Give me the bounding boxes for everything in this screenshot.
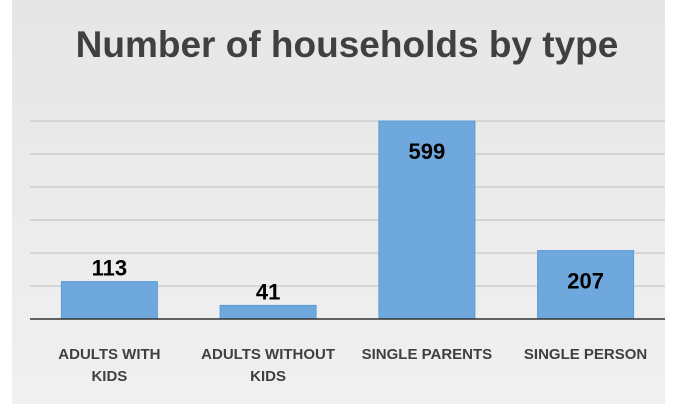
data-label-0: 113 [92, 256, 128, 281]
chart-title: Number of households by type [76, 24, 619, 65]
bar-3 [537, 250, 635, 320]
bar-0 [60, 281, 158, 320]
category-label-3-line-0: SINGLE PERSON [524, 346, 647, 363]
category-label-2-line-0: SINGLE PARENTS [362, 346, 493, 363]
category-label-0-line-0: ADULTS WITH [58, 346, 160, 363]
category-label-1-line-1: KIDS [250, 368, 286, 385]
bar-2 [378, 120, 476, 320]
category-label-0-line-1: KIDS [91, 368, 127, 385]
chart-background [12, 0, 665, 404]
category-labels: ADULTS WITH KIDS ADULTS WITHOUT KIDS SINGLE … [58, 346, 647, 385]
data-label-2: 599 [409, 139, 446, 164]
data-label-3: 207 [567, 269, 604, 294]
bar-1 [219, 304, 317, 320]
bars [60, 120, 635, 320]
category-label-1-line-0: ADULTS WITHOUT [201, 346, 335, 363]
data-label-1: 41 [256, 279, 280, 304]
data-labels: 113 41 599 207 [92, 139, 604, 304]
